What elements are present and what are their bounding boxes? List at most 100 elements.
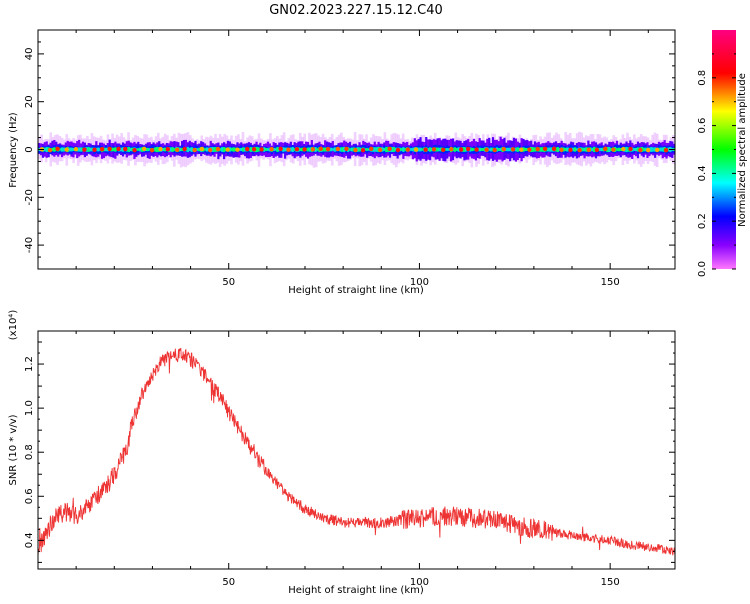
spectrogram-core-cell (507, 147, 510, 152)
spectrogram-core-cell (383, 148, 386, 151)
spectrogram-peak-dot (440, 147, 446, 153)
spectrogram-core-cell (606, 146, 609, 153)
spectrogram-peak-dot (535, 146, 540, 152)
spectrogram-core-cell (457, 147, 460, 152)
spectrogram-x-axis-label: Height of straight line (km) (288, 285, 424, 296)
chart-title: GN02.2023.227.15.12.C40 (269, 3, 443, 18)
spectrogram-core-cell (390, 146, 394, 153)
spectrogram-peak-dot (278, 146, 283, 152)
colorbar-tick-label: 0.4 (697, 165, 708, 181)
spectrogram-core-cell (499, 147, 502, 152)
spectrogram-core-cell (417, 147, 420, 152)
spectrogram-peak-dot (47, 147, 53, 153)
spectrogram-core-cell (375, 147, 378, 152)
spectrogram-core-cell (339, 147, 342, 152)
colorbar-gradient (712, 30, 736, 269)
spectrogram-core-cell (541, 147, 544, 152)
colorbar: 0.0 0.2 0.4 0.6 0.8 Normalized spectral ampl… (697, 30, 748, 277)
x-tick-label: 50 (222, 277, 235, 288)
spectrogram-core-cell (171, 147, 174, 152)
spectrogram-core-cell (282, 147, 285, 152)
spectrogram-core-cell (592, 146, 596, 153)
snr-y-multiplier: (x10⁴) (8, 310, 19, 341)
spectrogram-core-cell (331, 148, 334, 151)
spectrogram-core-cell (322, 147, 325, 152)
spectrogram-core-cell (249, 147, 252, 152)
spectrogram-core-cell (324, 147, 327, 152)
spectrogram-peak-dot (116, 146, 121, 152)
spectrogram-peak-dot (215, 146, 221, 152)
spectrogram-peak-dot (431, 147, 437, 152)
spectrogram-y-axis-label: Frequency (Hz) (8, 112, 19, 188)
spectrogram-core-cell (219, 148, 222, 151)
spectrogram-peak-dot (395, 147, 401, 153)
spectrogram-peak-dot (64, 147, 69, 152)
spectrogram-peak-dot (586, 147, 591, 153)
spectrogram-peak-dot (353, 147, 358, 153)
colorbar-ticks: 0.0 0.2 0.4 0.6 0.8 (697, 53, 736, 277)
spectrogram-peak-dot (527, 147, 532, 152)
spectrogram-peak-dot (360, 148, 366, 153)
spectrogram-core-cell (591, 147, 594, 152)
spectrogram-core-cell (644, 147, 647, 152)
y-tick-label: 1.2 (24, 356, 35, 372)
spectrogram-peak-dot (192, 147, 197, 153)
spectrogram-peak-dot (142, 146, 147, 152)
spectrogram-core-cell (173, 148, 176, 151)
spectrogram-core-cell (232, 147, 235, 152)
colorbar-label: Normalized spectral amplitude (737, 73, 748, 227)
spectrogram-core-cell (427, 148, 430, 151)
spectrogram-core-cell (276, 146, 279, 153)
spectrogram-core-cell (129, 147, 132, 152)
snr-panel: 50 100 150 0.4 0.6 0.8 1.0 1.2 Height of straig… (8, 310, 676, 596)
spectrogram-core-cell (255, 146, 258, 153)
spectrogram-core-cell (112, 147, 115, 152)
spectrogram-peak-dot (165, 147, 171, 152)
x-tick-label: 150 (601, 277, 620, 288)
colorbar-tick-label: 0.0 (697, 261, 708, 277)
spectrogram-core-cell (79, 147, 83, 152)
spectrogram-peak-dot (251, 147, 257, 152)
spectrogram-core-cell (190, 147, 193, 152)
y-tick-label: 40 (24, 48, 35, 61)
spectrogram-core-cell (314, 147, 317, 152)
spectrogram-core-cell (70, 147, 73, 152)
spectrogram-core-cell (114, 147, 117, 152)
spectrogram-core-cell (608, 147, 611, 152)
spectrogram-core-cell (661, 147, 664, 152)
spectrogram-core-cell (400, 148, 403, 151)
spectrogram-core-cell (45, 146, 48, 153)
y-tick-label: 1.0 (24, 400, 35, 416)
spectrogram-core-cell (140, 147, 144, 152)
spectrogram-core-cell (636, 147, 640, 152)
spectrogram-core-cell (516, 147, 519, 152)
spectrogram-core-cell (120, 147, 123, 152)
spectrogram-core-cell (121, 147, 125, 152)
spectrogram-core-cell (148, 148, 151, 151)
spectrogram-core-cell (230, 147, 233, 152)
spectrogram-core-cell (549, 147, 552, 152)
spectrogram-core-cell (213, 147, 216, 152)
spectrogram-peak-dot (654, 147, 660, 153)
spectrogram-peak-dot (149, 147, 155, 153)
spectrogram-peak-dot (310, 147, 316, 152)
spectrogram-core-cell (139, 147, 142, 152)
y-tick-label: 0.8 (24, 444, 35, 460)
spectrogram-peak-dot (99, 146, 105, 152)
spectrogram-peak-dot (182, 146, 187, 152)
spectrogram-core-cell (573, 147, 577, 152)
spectrogram-peak-dot (325, 146, 331, 152)
spectrogram-core-cell (266, 148, 270, 151)
spectrogram-core-cell (411, 147, 415, 152)
spectrogram-peak-dot (269, 146, 274, 152)
spectrogram-core-cell (404, 147, 407, 152)
spectrogram-peak-dot (594, 147, 600, 153)
spectrogram-core-cell (463, 147, 466, 152)
spectrogram-core-cell (446, 148, 449, 151)
colorbar-tick-label: 0.8 (697, 70, 708, 86)
spectrogram-core-cell (514, 147, 518, 152)
spectrogram-core-cell (583, 147, 586, 152)
spectrogram-peak-dot (199, 146, 205, 152)
snr-frame (37, 330, 676, 570)
spectrogram-core-cell (366, 148, 369, 151)
